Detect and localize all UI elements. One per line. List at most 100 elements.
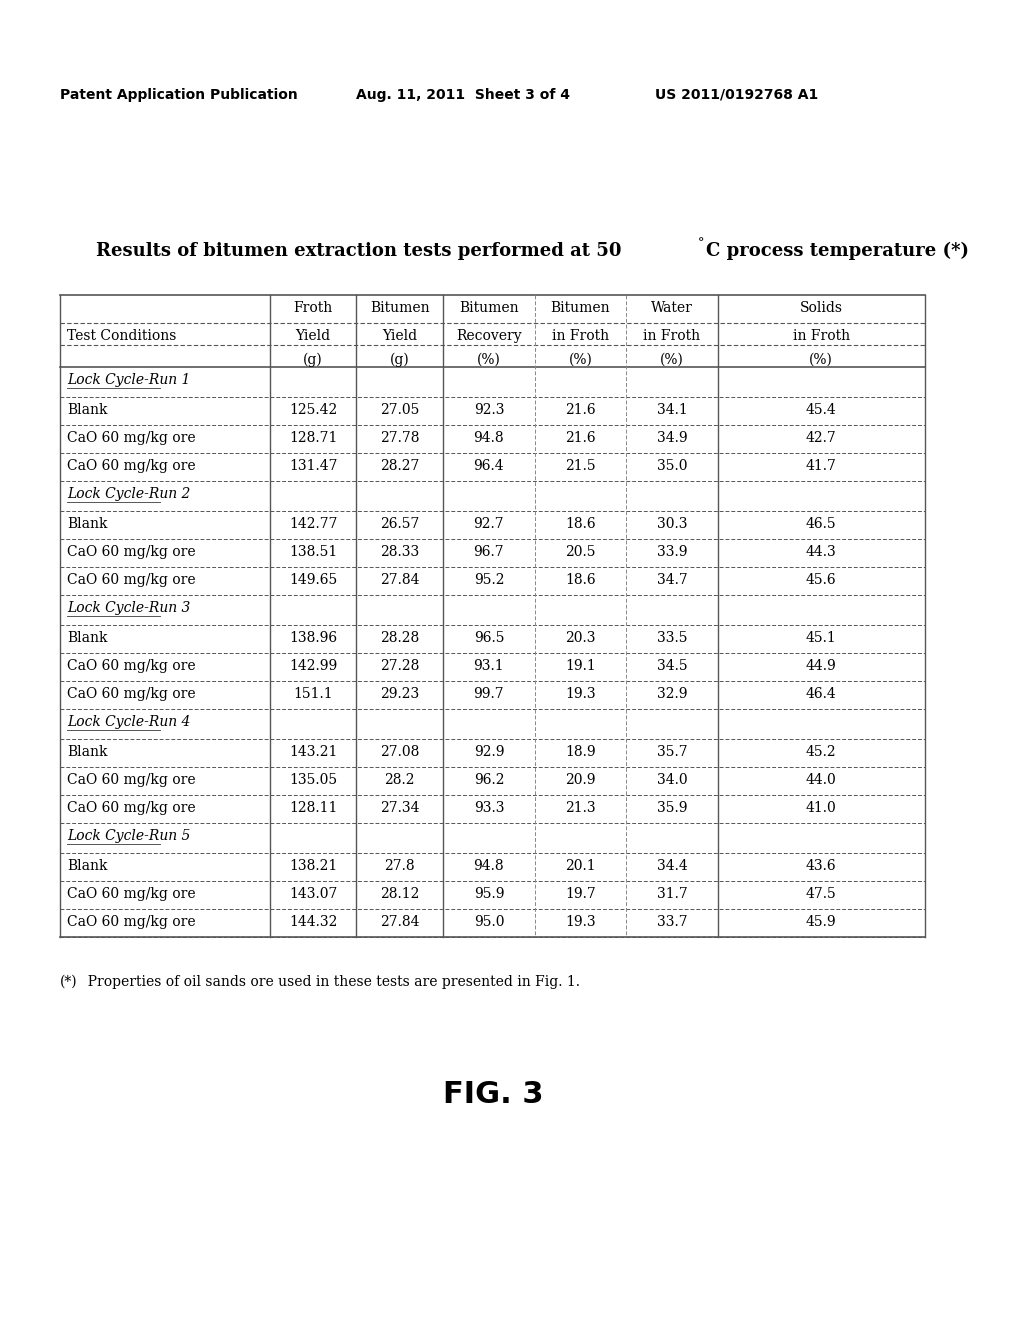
Text: 138.21: 138.21 [289,859,337,873]
Text: FIG. 3: FIG. 3 [443,1080,544,1109]
Text: Aug. 11, 2011  Sheet 3 of 4: Aug. 11, 2011 Sheet 3 of 4 [356,88,570,102]
Text: 95.0: 95.0 [474,915,504,929]
Text: 96.2: 96.2 [474,774,504,787]
Text: Froth: Froth [294,301,333,315]
Text: 19.3: 19.3 [565,686,596,701]
Text: 44.9: 44.9 [806,659,837,673]
Text: 35.7: 35.7 [656,744,687,759]
Text: 92.9: 92.9 [474,744,504,759]
Text: 43.6: 43.6 [806,859,837,873]
Text: 28.28: 28.28 [380,631,420,645]
Text: Recovery: Recovery [456,329,522,343]
Text: CaO 60 mg/kg ore: CaO 60 mg/kg ore [68,801,196,814]
Text: Patent Application Publication: Patent Application Publication [59,88,298,102]
Text: 20.1: 20.1 [565,859,596,873]
Text: °: ° [697,238,703,249]
Text: 138.96: 138.96 [289,631,337,645]
Text: 19.1: 19.1 [565,659,596,673]
Text: 142.99: 142.99 [289,659,337,673]
Text: 41.7: 41.7 [806,459,837,473]
Text: 19.7: 19.7 [565,887,596,902]
Text: 138.51: 138.51 [289,545,337,558]
Text: 47.5: 47.5 [806,887,837,902]
Text: Lock Cycle-Run 5: Lock Cycle-Run 5 [68,829,190,843]
Text: 128.71: 128.71 [289,432,337,445]
Text: Blank: Blank [68,744,108,759]
Text: 34.5: 34.5 [656,659,687,673]
Text: in Froth: in Froth [793,329,850,343]
Text: 95.9: 95.9 [474,887,504,902]
Text: Yield: Yield [382,329,418,343]
Text: CaO 60 mg/kg ore: CaO 60 mg/kg ore [68,573,196,587]
Text: 27.84: 27.84 [380,573,420,587]
Text: 20.5: 20.5 [565,545,596,558]
Text: 44.0: 44.0 [806,774,837,787]
Text: 18.6: 18.6 [565,573,596,587]
Text: 93.1: 93.1 [474,659,504,673]
Text: Bitumen: Bitumen [370,301,430,315]
Text: 94.8: 94.8 [474,432,504,445]
Text: 45.2: 45.2 [806,744,837,759]
Text: 27.28: 27.28 [380,659,420,673]
Text: 27.8: 27.8 [384,859,415,873]
Text: 44.3: 44.3 [806,545,837,558]
Text: 35.0: 35.0 [656,459,687,473]
Text: 28.27: 28.27 [380,459,420,473]
Text: 20.9: 20.9 [565,774,596,787]
Text: (%): (%) [660,352,684,367]
Text: Yield: Yield [296,329,331,343]
Text: Results of bitumen extraction tests performed at 50: Results of bitumen extraction tests perf… [96,242,622,260]
Text: 28.2: 28.2 [385,774,415,787]
Text: 27.84: 27.84 [380,915,420,929]
Text: CaO 60 mg/kg ore: CaO 60 mg/kg ore [68,887,196,902]
Text: 34.0: 34.0 [656,774,687,787]
Text: 27.78: 27.78 [380,432,420,445]
Text: 96.5: 96.5 [474,631,504,645]
Text: 27.08: 27.08 [380,744,420,759]
Text: CaO 60 mg/kg ore: CaO 60 mg/kg ore [68,459,196,473]
Text: Lock Cycle-Run 2: Lock Cycle-Run 2 [68,487,190,502]
Text: 45.1: 45.1 [806,631,837,645]
Text: Test Conditions: Test Conditions [68,329,177,343]
Text: CaO 60 mg/kg ore: CaO 60 mg/kg ore [68,545,196,558]
Text: 21.6: 21.6 [565,403,596,417]
Text: CaO 60 mg/kg ore: CaO 60 mg/kg ore [68,774,196,787]
Text: 45.9: 45.9 [806,915,837,929]
Text: 29.23: 29.23 [380,686,420,701]
Text: 30.3: 30.3 [656,517,687,531]
Text: 34.4: 34.4 [656,859,687,873]
Text: (g): (g) [390,352,410,367]
Text: 34.7: 34.7 [656,573,687,587]
Text: (g): (g) [303,352,323,367]
Text: 26.57: 26.57 [380,517,420,531]
Text: 33.7: 33.7 [656,915,687,929]
Text: 21.3: 21.3 [565,801,596,814]
Text: Solids: Solids [800,301,843,315]
Text: 93.3: 93.3 [474,801,504,814]
Text: 33.5: 33.5 [656,631,687,645]
Text: Blank: Blank [68,859,108,873]
Text: Blank: Blank [68,631,108,645]
Text: Lock Cycle-Run 4: Lock Cycle-Run 4 [68,715,190,729]
Text: 28.12: 28.12 [380,887,420,902]
Text: 34.1: 34.1 [656,403,687,417]
Text: US 2011/0192768 A1: US 2011/0192768 A1 [655,88,818,102]
Text: 33.9: 33.9 [656,545,687,558]
Text: 45.4: 45.4 [806,403,837,417]
Text: 143.07: 143.07 [289,887,337,902]
Text: 142.77: 142.77 [289,517,337,531]
Text: (%): (%) [568,352,593,367]
Text: (%): (%) [477,352,501,367]
Text: Water: Water [651,301,693,315]
Text: Bitumen: Bitumen [459,301,519,315]
Text: 18.9: 18.9 [565,744,596,759]
Text: 21.5: 21.5 [565,459,596,473]
Text: 21.6: 21.6 [565,432,596,445]
Text: 41.0: 41.0 [806,801,837,814]
Text: 34.9: 34.9 [656,432,687,445]
Text: C process temperature (*): C process temperature (*) [707,242,969,260]
Text: Lock Cycle-Run 1: Lock Cycle-Run 1 [68,374,190,387]
Text: 96.7: 96.7 [474,545,504,558]
Text: 35.9: 35.9 [656,801,687,814]
Text: 96.4: 96.4 [474,459,504,473]
